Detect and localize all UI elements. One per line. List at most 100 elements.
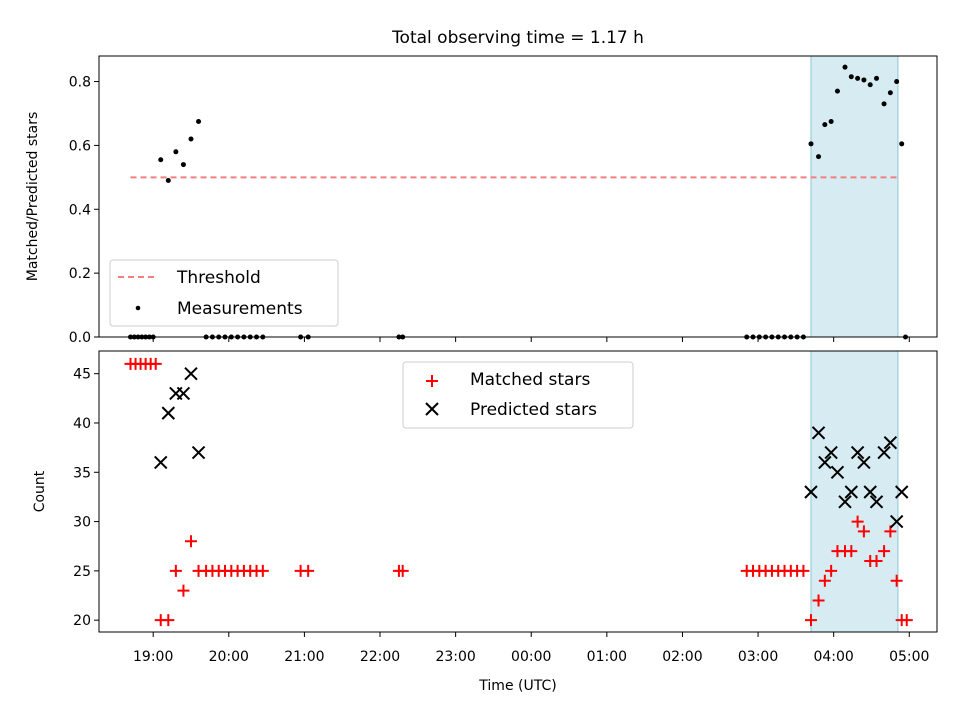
x-tick-label: 22:00 xyxy=(360,649,400,665)
matched-star-marker xyxy=(149,357,162,370)
x-tick-label: 21:00 xyxy=(284,649,324,665)
predicted-star-marker xyxy=(184,366,198,381)
x-tick-label: 01:00 xyxy=(587,649,627,665)
measurement-point xyxy=(874,75,880,81)
legend-matched-label: Matched stars xyxy=(470,370,590,390)
measurement-point xyxy=(816,154,822,160)
measurement-point xyxy=(887,90,893,96)
matched-star-marker xyxy=(302,564,315,577)
top-data-points xyxy=(128,64,908,340)
x-tick-label: 20:00 xyxy=(209,649,249,665)
measurement-point xyxy=(881,101,887,107)
x-tick-label: 04:00 xyxy=(813,649,853,665)
measurement-point xyxy=(861,77,867,83)
legend-threshold-label: Threshold xyxy=(176,268,261,288)
predicted-star-marker xyxy=(830,465,845,479)
matched-star-marker xyxy=(857,525,870,538)
measurement-point xyxy=(899,141,905,147)
top-y-tick-label: 0.8 xyxy=(69,75,91,91)
matched-star-marker xyxy=(845,545,858,558)
matched-star-marker xyxy=(804,614,817,627)
matched-star-marker xyxy=(878,545,891,558)
measurement-point xyxy=(165,178,171,184)
predicted-star-marker xyxy=(863,485,877,499)
predicted-star-marker xyxy=(818,455,832,470)
bottom-y-axis-label: Count xyxy=(32,470,48,512)
bottom-y-ticks: 20 25 30 35 40 45 xyxy=(73,367,99,629)
predicted-star-marker xyxy=(877,445,891,460)
predicted-star-marker xyxy=(191,445,206,460)
top-shaded-interval xyxy=(810,55,899,338)
predicted-star-marker xyxy=(850,445,865,460)
matched-star-marker xyxy=(812,594,825,607)
top-plot-frame xyxy=(98,55,938,338)
bottom-legend-box xyxy=(402,361,634,429)
matched-star-marker xyxy=(900,614,913,627)
top-x-ticks xyxy=(152,337,910,342)
measurement-point xyxy=(188,136,194,142)
legend-measurements-swatch xyxy=(135,305,141,311)
measurement-point xyxy=(808,141,814,147)
x-tick-label: 05:00 xyxy=(889,649,929,665)
predicted-star-marker xyxy=(857,455,871,470)
chart-title: Total observing time = 1.17 h xyxy=(391,28,644,48)
matched-star-marker xyxy=(396,564,409,577)
measurement-point xyxy=(894,79,900,85)
top-y-tick-label: 0.6 xyxy=(69,138,91,154)
matched-star-marker xyxy=(825,564,838,577)
bottom-panel: Count Time (UTC) 20 25 30 35 40 45 19:00 20:00… xyxy=(32,350,938,694)
predicted-star-marker xyxy=(824,445,838,460)
predicted-star-marker xyxy=(176,386,191,401)
bottom-data-points xyxy=(124,357,913,627)
x-tick-label: 00:00 xyxy=(511,649,551,665)
top-y-tick-label: 0.2 xyxy=(69,266,91,282)
bottom-y-tick-label: 45 xyxy=(73,367,91,383)
measurement-point xyxy=(828,118,834,124)
predicted-star-marker xyxy=(883,435,898,450)
measurement-point xyxy=(822,122,828,128)
bottom-y-tick-label: 30 xyxy=(73,515,91,531)
measurement-point xyxy=(158,157,164,163)
matched-star-marker xyxy=(870,555,883,568)
bottom-x-ticks: 19:00 20:00 21:00 22:00 23:00 00:00 01:00 02:00… xyxy=(133,632,929,665)
top-legend-box xyxy=(109,259,339,327)
predicted-star-marker xyxy=(804,485,818,499)
bottom-plot-frame xyxy=(98,350,938,633)
top-panel: Total observing time = 1.17 h Matched/Pr… xyxy=(25,28,938,346)
matched-star-marker xyxy=(162,614,175,627)
measurement-point xyxy=(848,74,854,80)
matched-star-marker xyxy=(890,574,903,587)
measurement-point xyxy=(180,162,186,168)
measurement-point xyxy=(855,75,861,81)
x-tick-label: 02:00 xyxy=(662,649,702,665)
x-axis-label: Time (UTC) xyxy=(478,678,556,694)
matched-star-marker xyxy=(184,535,197,548)
matched-star-marker xyxy=(818,574,831,587)
top-y-tick-label: 0.4 xyxy=(69,202,91,218)
legend-matched-swatch xyxy=(426,375,438,387)
predicted-star-marker xyxy=(895,485,909,499)
matched-star-marker xyxy=(851,515,864,528)
measurement-point xyxy=(196,118,202,124)
legend-predicted-label: Predicted stars xyxy=(470,400,597,420)
legend-predicted-swatch xyxy=(425,402,439,416)
x-tick-label: 19:00 xyxy=(133,649,173,665)
matched-star-marker xyxy=(884,525,897,538)
top-y-tick-label: 0.0 xyxy=(69,330,91,346)
predicted-star-marker xyxy=(844,485,859,499)
matched-star-marker xyxy=(177,584,190,597)
x-tick-label: 03:00 xyxy=(738,649,778,665)
legend-measurements-label: Measurements xyxy=(177,299,303,319)
matched-star-marker xyxy=(169,564,182,577)
measurement-point xyxy=(834,88,840,94)
bottom-y-tick-label: 25 xyxy=(73,564,91,580)
bottom-y-tick-label: 35 xyxy=(73,465,91,481)
predicted-star-marker xyxy=(154,455,168,470)
top-y-ticks: 0.0 0.2 0.4 0.6 0.8 xyxy=(69,75,99,346)
top-y-axis-label: Matched/Predicted stars xyxy=(25,112,41,282)
measurement-point xyxy=(173,149,179,155)
bottom-y-tick-label: 40 xyxy=(73,416,91,432)
matched-star-marker xyxy=(797,564,810,577)
bottom-y-tick-label: 20 xyxy=(73,613,91,629)
